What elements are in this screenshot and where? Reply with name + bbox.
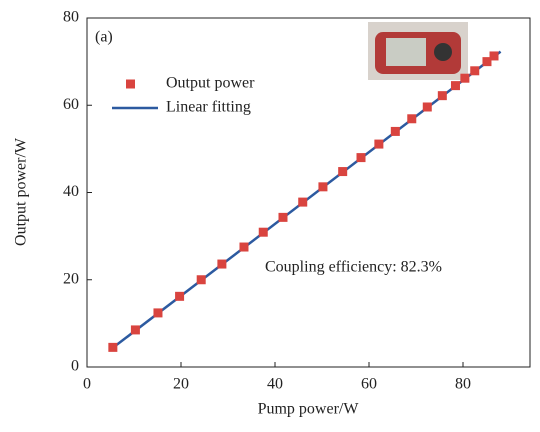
data-point — [108, 342, 118, 352]
panel-label: (a) — [95, 29, 113, 46]
data-point — [470, 66, 480, 76]
data-point — [407, 114, 417, 124]
y-tick-label: 0 — [71, 358, 79, 375]
legend-label: Linear fitting — [166, 99, 251, 116]
x-tick-label: 80 — [455, 376, 471, 393]
inset-button — [434, 43, 452, 61]
data-point — [278, 212, 288, 222]
y-tick-label: 20 — [63, 270, 79, 287]
data-point — [338, 167, 348, 177]
data-point — [390, 126, 400, 136]
data-point — [450, 81, 460, 91]
data-point — [217, 259, 227, 269]
x-tick-label: 40 — [267, 376, 283, 393]
y-axis-label: Output power/W — [13, 137, 30, 246]
data-point — [482, 57, 492, 67]
legend-label: Output power — [166, 75, 255, 92]
data-point — [130, 325, 140, 335]
annotation: Coupling efficiency: 82.3% — [265, 259, 442, 276]
x-axis-label: Pump power/W — [258, 401, 360, 418]
data-point — [460, 73, 470, 83]
y-tick-label: 80 — [63, 9, 79, 26]
data-point — [298, 197, 308, 207]
data-point — [437, 91, 447, 101]
inset-photo — [368, 22, 468, 80]
y-tick-label: 40 — [63, 183, 79, 200]
inset-screen — [386, 38, 426, 66]
data-point — [374, 139, 384, 149]
data-point — [356, 153, 366, 163]
data-point — [318, 182, 328, 192]
data-point — [196, 275, 206, 285]
data-point — [239, 242, 249, 252]
data-point — [258, 227, 268, 237]
data-point — [175, 291, 185, 301]
x-tick-label: 60 — [361, 376, 377, 393]
data-point — [489, 51, 499, 61]
x-tick-label: 0 — [83, 376, 91, 393]
legend-marker — [126, 79, 135, 89]
data-point — [422, 102, 432, 112]
x-tick-label: 20 — [173, 376, 189, 393]
y-tick-label: 60 — [63, 96, 79, 113]
data-point — [153, 308, 163, 318]
